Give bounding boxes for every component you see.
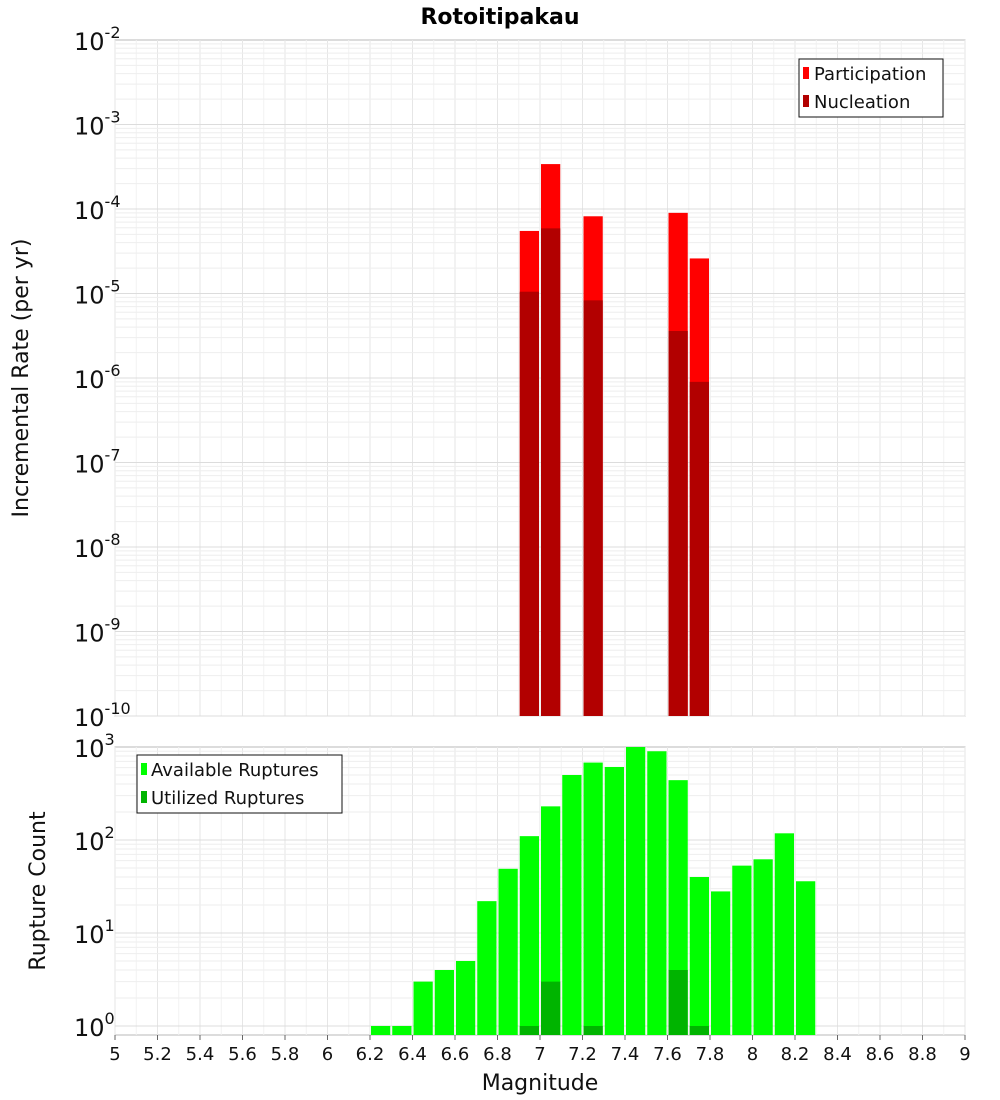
bottom-y-axis-label: Rupture Count — [26, 811, 51, 971]
nucleation-bar — [541, 228, 561, 716]
x-tick-label: 8.8 — [908, 1044, 937, 1065]
x-tick-label: 7.4 — [611, 1044, 640, 1065]
utilized-bar — [668, 969, 688, 1035]
top-legend: Participation Nucleation — [798, 58, 944, 118]
x-axis-label: Magnitude — [482, 1071, 599, 1096]
chart-title: Rotoitipakau — [420, 5, 579, 30]
available-legend-swatch — [141, 763, 147, 775]
nucleation-bar — [519, 291, 539, 716]
utilized-bar — [689, 1025, 709, 1035]
x-tick-label: 7.8 — [696, 1044, 725, 1065]
top-bars — [519, 164, 709, 717]
x-tick-label: 5.4 — [186, 1044, 215, 1065]
x-tick-label: 7 — [534, 1044, 545, 1065]
x-tick-label: 6 — [322, 1044, 333, 1065]
x-tick-label: 6.2 — [356, 1044, 385, 1065]
utilized-bar — [541, 981, 561, 1035]
utilized-bar — [583, 1025, 603, 1035]
available-bar — [774, 833, 794, 1035]
available-bar — [392, 1025, 412, 1035]
x-tick-label: 5.6 — [228, 1044, 257, 1065]
available-bar — [689, 877, 709, 1035]
available-bar — [732, 865, 752, 1035]
top-y-tick-label: 10-9 — [74, 615, 121, 648]
available-bar — [434, 969, 454, 1035]
available-bar — [626, 747, 646, 1035]
available-bar — [371, 1025, 391, 1035]
available-bar — [413, 981, 433, 1035]
bottom-y-tick-label: 100 — [74, 1009, 115, 1042]
available-legend-label: Available Ruptures — [151, 760, 319, 781]
available-bar — [477, 901, 497, 1035]
bottom-legend: Available Ruptures Utilized Ruptures — [136, 754, 343, 814]
top-y-tick-label: 10-7 — [74, 446, 121, 479]
available-bar — [583, 762, 603, 1035]
x-tick-label: 6.4 — [398, 1044, 427, 1065]
top-y-ticks: 10-2 10-3 10-4 10-5 10-6 10-7 10-8 10-9 10-10 — [74, 23, 131, 732]
nucleation-bar — [668, 330, 688, 716]
nucleation-legend-label: Nucleation — [814, 92, 910, 113]
top-y-tick-label: 10-8 — [74, 530, 121, 563]
x-tick-label: 7.6 — [653, 1044, 682, 1065]
x-tick-label: 8.2 — [781, 1044, 810, 1065]
x-tick-label: 8.4 — [823, 1044, 852, 1065]
x-tick-label: 5.8 — [271, 1044, 300, 1065]
participation-legend-swatch — [803, 67, 809, 79]
top-y-tick-label: 10-3 — [74, 108, 121, 141]
x-tick-label: 9 — [959, 1044, 970, 1065]
bottom-legend-box — [136, 754, 343, 814]
nucleation-bar — [583, 300, 603, 716]
available-bar — [647, 751, 667, 1035]
bottom-y-tick-label: 102 — [74, 823, 115, 856]
top-y-tick-label: 10-2 — [74, 23, 121, 56]
x-tick-label: 5 — [109, 1044, 120, 1065]
top-y-tick-label: 10-10 — [74, 699, 131, 732]
utilized-bar — [519, 1025, 539, 1035]
available-bar — [498, 868, 518, 1035]
utilized-legend-swatch — [141, 791, 147, 803]
top-y-tick-label: 10-6 — [74, 361, 121, 394]
bottom-x-ticks: 5 5.2 5.4 5.6 5.8 6 6.2 6.4 6.6 6.8 7 7.2 7.4 7.6 7.8 8… — [109, 1035, 971, 1065]
bottom-y-tick-label: 103 — [74, 730, 115, 763]
nucleation-legend-swatch — [803, 95, 809, 107]
x-tick-label: 6.8 — [483, 1044, 512, 1065]
available-bar — [456, 960, 476, 1035]
available-bar — [753, 859, 773, 1035]
bottom-y-tick-label: 101 — [74, 916, 115, 949]
top-legend-box — [798, 58, 944, 118]
x-tick-label: 5.2 — [143, 1044, 172, 1065]
top-y-axis-label: Incremental Rate (per yr) — [9, 239, 34, 518]
x-tick-label: 7.2 — [568, 1044, 597, 1065]
utilized-legend-label: Utilized Ruptures — [151, 788, 304, 809]
bottom-chart: 103 102 101 100 5 5.2 5.4 5.6 5.8 6 6.2 6.4 6.6 6.8 7… — [26, 730, 971, 1096]
top-y-tick-label: 10-5 — [74, 277, 121, 310]
participation-legend-label: Participation — [814, 64, 926, 85]
bottom-y-ticks: 103 102 101 100 — [74, 730, 115, 1042]
available-bar — [711, 891, 731, 1035]
top-y-tick-label: 10-4 — [74, 192, 121, 225]
top-chart: Rotoitipakau 10-210-310-410-510-610-710-… — [9, 5, 966, 732]
x-tick-label: 8 — [747, 1044, 758, 1065]
available-bar — [541, 806, 561, 1035]
available-bar — [519, 836, 539, 1035]
top-grid — [114, 40, 966, 717]
x-tick-label: 8.6 — [866, 1044, 895, 1065]
available-bar — [796, 881, 816, 1035]
bottom-bars — [371, 747, 816, 1035]
x-tick-label: 6.6 — [441, 1044, 470, 1065]
available-bar — [604, 766, 624, 1035]
available-bar — [562, 774, 582, 1035]
nucleation-bar — [689, 381, 709, 716]
